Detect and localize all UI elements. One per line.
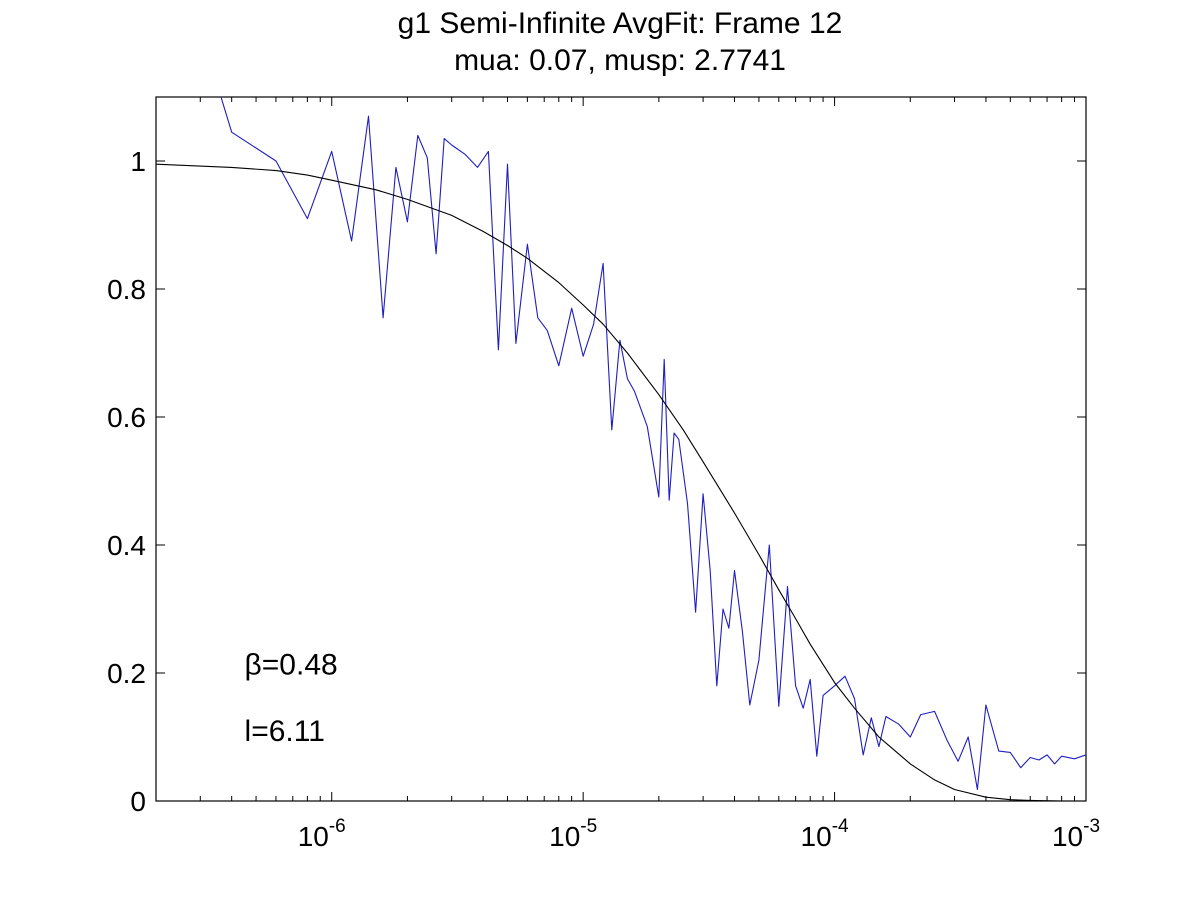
x-tick-label: 10-4 [801,816,849,852]
x-tick-base: 10 [298,821,329,852]
axis-ticks [155,97,1087,802]
annotation-text: l=6.11 [245,715,325,748]
chart-subtitle: mua: 0.07, musp: 2.7741 [454,44,786,77]
y-tick-label: 0.4 [107,530,146,561]
x-tick-label: 10-6 [298,816,346,852]
annotations: β=0.48 l=6.11 [245,648,338,748]
series-layer [156,97,1086,801]
x-tick-base: 10 [801,821,832,852]
x-tick-label: 10-3 [1052,816,1100,852]
measured-g1-line [220,97,1086,791]
x-tick-exponent: -3 [1083,816,1100,837]
fit-curve-line [156,163,1086,801]
x-tick-exponent: -5 [580,816,597,837]
x-tick-exponent: -6 [329,816,346,837]
y-tick-label: 1 [130,146,146,177]
y-tick-label: 0.8 [107,274,146,305]
annotation-text: β=0.48 [245,648,338,681]
x-tick-base: 10 [549,821,580,852]
x-tick-label: 10-5 [549,816,597,852]
y-tick-label: 0 [130,786,146,817]
chart-title: g1 Semi-Infinite AvgFit: Frame 12 [398,7,843,40]
plot-area [155,96,1087,802]
y-tick-label: 0.2 [107,658,146,689]
y-tick-label: 0.6 [107,402,146,433]
x-tick-base: 10 [1052,821,1083,852]
x-tick-exponent: -4 [832,816,849,837]
